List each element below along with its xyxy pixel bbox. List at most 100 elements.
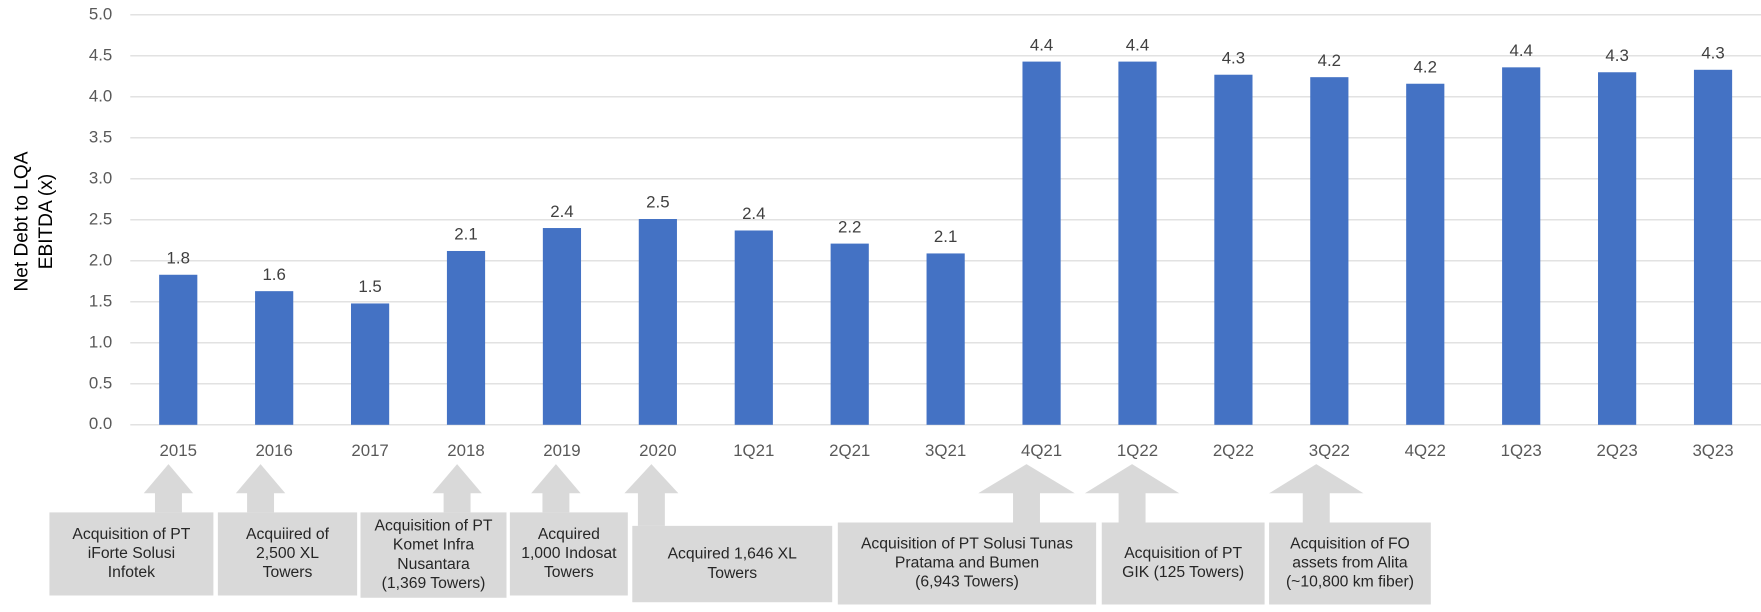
x-tick-label: 4Q21 bbox=[1021, 441, 1062, 460]
y-tick-label: 3.0 bbox=[89, 168, 112, 187]
annotation-text: 2,500 XL bbox=[256, 545, 319, 562]
value-label: 4.2 bbox=[1318, 51, 1341, 70]
value-label: 4.2 bbox=[1414, 57, 1437, 76]
annotation-text: Acquisition of FO bbox=[1290, 536, 1410, 553]
x-tick-label: 2016 bbox=[255, 441, 292, 460]
bar bbox=[926, 253, 965, 425]
annotation-text: Acquisition of PT Solusi Tunas bbox=[861, 536, 1073, 553]
annotation-text: Towers bbox=[544, 564, 594, 581]
value-label: 1.6 bbox=[262, 265, 285, 284]
value-label: 2.4 bbox=[742, 204, 765, 223]
bar bbox=[1310, 77, 1349, 425]
y-axis-label: EBITDA (x) bbox=[36, 174, 57, 269]
x-tick-label: 1Q23 bbox=[1501, 441, 1542, 460]
bar bbox=[638, 219, 677, 425]
bar bbox=[1406, 83, 1445, 425]
x-tick-label: 2Q22 bbox=[1213, 441, 1254, 460]
value-label: 4.3 bbox=[1701, 44, 1724, 63]
annotation-box bbox=[632, 525, 833, 603]
bar bbox=[734, 230, 773, 425]
annotation-arrow bbox=[235, 464, 286, 513]
annotation-text: Komet Infra bbox=[393, 537, 475, 554]
x-tick-label: 1Q22 bbox=[1117, 441, 1158, 460]
annotation-box bbox=[837, 522, 1097, 605]
y-tick-label: 1.0 bbox=[89, 332, 112, 351]
bar bbox=[350, 303, 390, 425]
annotation-text: 1,000 Indosat bbox=[521, 545, 617, 562]
annotation-box bbox=[1101, 522, 1265, 605]
annotation-text: Pratama and Bumen bbox=[895, 555, 1039, 572]
y-tick-label: 3.5 bbox=[89, 127, 112, 146]
annotation-arrow bbox=[531, 464, 581, 513]
value-label: 1.8 bbox=[167, 248, 190, 267]
x-tick-label: 3Q21 bbox=[925, 441, 966, 460]
annotation-text: Acquisition of PT bbox=[1124, 545, 1242, 562]
bar bbox=[830, 243, 869, 425]
annotation-arrow bbox=[978, 464, 1075, 523]
annotation-text: (1,369 Towers) bbox=[382, 575, 486, 592]
annotation-arrow bbox=[1084, 464, 1180, 523]
bar bbox=[1693, 69, 1733, 425]
value-label: 2.4 bbox=[550, 202, 573, 221]
bar bbox=[1118, 61, 1157, 425]
value-label: 4.3 bbox=[1605, 46, 1628, 65]
annotation-box bbox=[217, 512, 358, 596]
annotation-text: GIK (125 Towers) bbox=[1122, 564, 1244, 581]
bar bbox=[1598, 72, 1637, 425]
value-label: 2.1 bbox=[934, 227, 957, 246]
annotation-arrow bbox=[143, 464, 194, 513]
annotation-text: Infotek bbox=[108, 564, 155, 581]
annotation-text: Acquired 1,646 XL bbox=[668, 546, 798, 563]
value-label: 2.2 bbox=[838, 217, 861, 236]
y-axis-label: Net Debt to LQA bbox=[12, 151, 33, 291]
x-tick-label: 2017 bbox=[351, 441, 388, 460]
x-tick-label: 2015 bbox=[160, 441, 197, 460]
annotation-box bbox=[509, 512, 628, 596]
y-tick-label: 5.0 bbox=[89, 4, 112, 23]
annotation-text: Nusantara bbox=[397, 556, 470, 573]
y-tick-label: 0.0 bbox=[89, 414, 112, 433]
bar bbox=[1022, 61, 1061, 425]
annotation-arrow bbox=[1269, 464, 1364, 523]
y-tick-label: 1.5 bbox=[89, 291, 112, 310]
annotation-text: iForte Solusi bbox=[88, 545, 175, 562]
x-tick-label: 3Q22 bbox=[1309, 441, 1350, 460]
annotation-box bbox=[49, 512, 214, 596]
value-label: 4.4 bbox=[1126, 35, 1149, 54]
x-tick-label: 2019 bbox=[543, 441, 580, 460]
x-tick-label: 3Q23 bbox=[1692, 441, 1733, 460]
x-tick-label: 2Q23 bbox=[1597, 441, 1638, 460]
annotation-text: assets from Alita bbox=[1292, 555, 1408, 572]
annotation-text: Acquired bbox=[538, 526, 600, 543]
value-label: 4.3 bbox=[1222, 48, 1245, 67]
x-tick-label: 4Q22 bbox=[1405, 441, 1446, 460]
value-label: 2.1 bbox=[454, 225, 477, 244]
bar bbox=[542, 228, 582, 425]
annotation-text: Acquisition of PT bbox=[72, 526, 190, 543]
y-tick-label: 4.5 bbox=[89, 45, 112, 64]
annotation-arrow bbox=[624, 464, 679, 526]
bar bbox=[159, 274, 198, 425]
annotation-text: Acquiired of bbox=[246, 526, 330, 543]
annotation-box bbox=[360, 512, 507, 598]
x-tick-label: 2020 bbox=[639, 441, 676, 460]
annotation-text: (~10,800 km fiber) bbox=[1286, 574, 1414, 591]
y-tick-label: 2.5 bbox=[89, 209, 112, 228]
annotation-arrow bbox=[432, 464, 482, 513]
annotation-text: Acquisition of PT bbox=[375, 518, 493, 535]
y-tick-label: 0.5 bbox=[89, 373, 112, 392]
y-tick-label: 4.0 bbox=[89, 86, 112, 105]
bar bbox=[446, 250, 486, 425]
bar bbox=[1502, 67, 1541, 425]
value-label: 1.5 bbox=[358, 277, 381, 296]
annotation-text: (6,943 Towers) bbox=[915, 574, 1019, 591]
bar bbox=[255, 291, 294, 425]
bar bbox=[1214, 74, 1253, 425]
annotation-box bbox=[1269, 522, 1431, 605]
x-tick-label: 2Q21 bbox=[829, 441, 870, 460]
value-label: 2.5 bbox=[646, 193, 669, 212]
annotation-text: Towers bbox=[263, 564, 313, 581]
x-tick-label: 2018 bbox=[447, 441, 484, 460]
annotation-text: Towers bbox=[707, 565, 757, 582]
